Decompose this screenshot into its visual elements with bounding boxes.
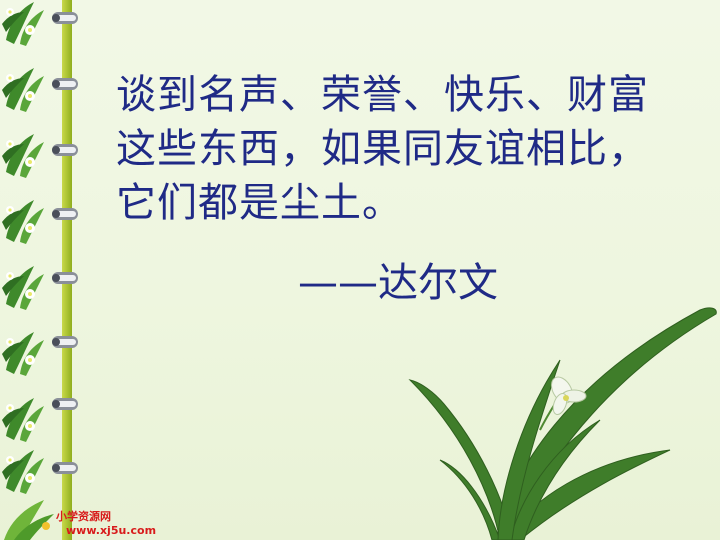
orchid-flower-icon xyxy=(551,376,587,416)
quote-text: 谈到名声、荣誉、快乐、财富 这些东西，如果同友谊相比， 它们都是尘土。 xyxy=(116,68,706,230)
watermark-site-name: 小学资源网 xyxy=(56,510,111,523)
orchid-illustration xyxy=(408,307,717,540)
left-grass-border xyxy=(2,0,78,540)
quote-line-3: 它们都是尘土。 xyxy=(116,180,403,226)
watermark-logo xyxy=(4,500,54,540)
quote-attribution: ——达尔文 xyxy=(298,260,498,306)
quote-line-1: 谈到名声、荣誉、快乐、财富 xyxy=(116,72,649,118)
quote-line-2: 这些东西，如果同友谊相比， xyxy=(116,126,649,172)
watermark-url: www.xj5u.com xyxy=(66,524,157,537)
